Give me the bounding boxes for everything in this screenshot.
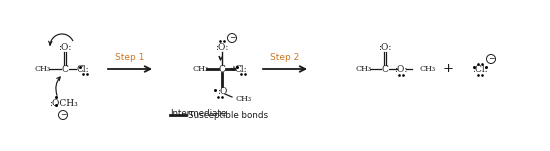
Text: :O:: :O: [58, 42, 72, 51]
Text: C: C [62, 64, 68, 74]
Text: :O: :O [217, 87, 227, 95]
Text: −: − [488, 55, 494, 63]
Text: :O:: :O: [394, 64, 408, 74]
Text: −: − [229, 34, 235, 42]
Text: CH₃: CH₃ [356, 65, 372, 73]
Text: :OCH₃: :OCH₃ [48, 98, 78, 108]
Text: C: C [382, 64, 388, 74]
Text: :Cl:: :Cl: [472, 64, 488, 74]
Text: Intermediate: Intermediate [170, 109, 226, 118]
Text: Susceptible bonds: Susceptible bonds [188, 111, 268, 119]
Text: −: − [60, 111, 66, 119]
Text: CH₃: CH₃ [420, 65, 436, 73]
Text: :O:: :O: [378, 42, 392, 51]
Text: CH₃: CH₃ [193, 65, 209, 73]
Text: Cl:: Cl: [76, 64, 89, 74]
Text: Step 2: Step 2 [271, 53, 300, 62]
Text: CH₃: CH₃ [236, 95, 252, 103]
Text: C: C [218, 64, 226, 74]
Text: CH₃: CH₃ [35, 65, 51, 73]
Text: :O:: :O: [215, 42, 229, 51]
Text: Cl:: Cl: [235, 64, 248, 74]
Text: Step 1: Step 1 [116, 53, 145, 62]
Text: +: + [443, 63, 454, 76]
